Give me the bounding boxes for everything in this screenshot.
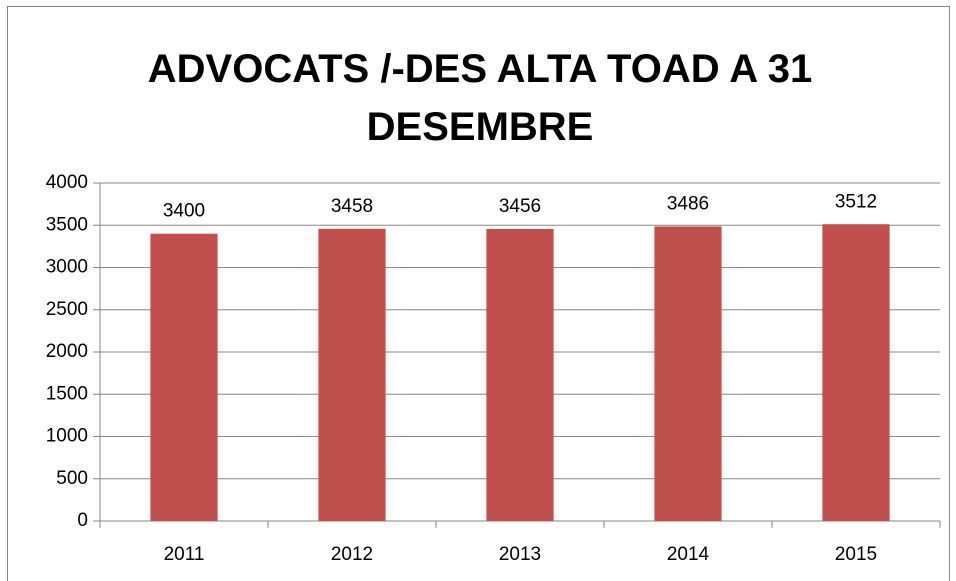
- bar: [318, 228, 386, 521]
- y-tick-label: 1500: [46, 383, 88, 404]
- data-label: 3512: [835, 191, 877, 212]
- data-label: 3458: [331, 196, 373, 217]
- x-tick-label: 2011: [164, 544, 205, 565]
- bar: [486, 228, 554, 521]
- x-tick-label: 2014: [667, 544, 710, 565]
- data-label: 3486: [667, 193, 709, 214]
- x-tick-label: 2013: [499, 544, 541, 565]
- y-tick-label: 1000: [46, 426, 88, 447]
- bar: [822, 224, 890, 521]
- bar: [654, 226, 722, 522]
- x-tick-label: 2015: [835, 544, 877, 565]
- y-tick-label: 2000: [46, 341, 88, 362]
- y-tick-label: 500: [56, 468, 88, 489]
- y-tick-label: 4000: [46, 172, 88, 193]
- y-tick-label: 0: [77, 510, 88, 531]
- data-label: 3400: [163, 201, 205, 222]
- chart-border: [7, 6, 950, 581]
- y-tick-label: 2500: [46, 299, 88, 320]
- x-tick-label: 2012: [331, 544, 373, 565]
- bar: [150, 233, 218, 521]
- y-tick-label: 3500: [46, 214, 88, 235]
- chart-title: ADVOCATS /-DES ALTA TOAD A 31 DESEMBRE: [147, 47, 813, 149]
- data-label: 3456: [499, 196, 541, 217]
- y-tick-label: 3000: [46, 257, 88, 278]
